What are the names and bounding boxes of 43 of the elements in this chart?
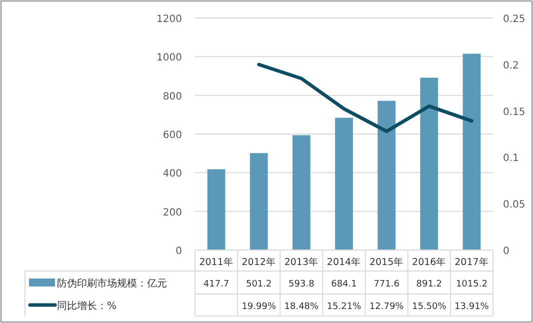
data-label: 13.91% (454, 302, 490, 312)
bar (378, 100, 396, 250)
legend-label: 同比增长：% (57, 300, 117, 312)
x-tick-label: 2011年 (199, 256, 234, 268)
x-tick-label: 2016年 (412, 256, 446, 268)
y2-tick-label: 0.05 (503, 200, 526, 211)
data-label: 417.7 (203, 280, 230, 290)
y2-tick-label: 0.2 (503, 60, 519, 72)
data-label: 12.79% (369, 302, 404, 312)
bar (292, 135, 310, 250)
x-tick-label: 2015年 (369, 256, 404, 268)
bar (250, 153, 268, 250)
data-label: 593.8 (288, 280, 315, 290)
y2-tick-label: 0 (503, 246, 510, 257)
y2-tick-label: 0.15 (503, 106, 526, 118)
data-label: 891.2 (416, 280, 442, 290)
y-tick-label: 1200 (156, 14, 182, 25)
legend-label: 防伪印刷市场规模：亿元 (57, 278, 167, 290)
data-label: 15.21% (326, 302, 362, 312)
y-tick-label: 0 (176, 246, 182, 257)
data-label: 501.2 (246, 280, 272, 290)
y-tick-label: 800 (162, 91, 182, 102)
y2-tick-label: 0.1 (503, 153, 519, 164)
bar (420, 78, 438, 250)
line-series (257, 62, 474, 134)
x-tick-label: 2012年 (242, 256, 276, 268)
x-tick-label: 2017年 (454, 256, 489, 268)
x-tick-label: 2013年 (284, 256, 319, 268)
data-label: 18.48% (284, 302, 320, 312)
y2-tick-label: 0.25 (503, 14, 526, 25)
bar (462, 54, 481, 250)
data-label: 15.50% (412, 302, 447, 312)
data-label: 1015.2 (456, 280, 488, 290)
bar (207, 169, 226, 250)
y-tick-label: 1000 (156, 52, 182, 64)
x-tick-label: 2014年 (326, 256, 362, 268)
data-label: 19.99% (242, 302, 276, 312)
bar (335, 118, 353, 250)
data-label: 771.6 (374, 280, 400, 290)
y-tick-label: 200 (162, 207, 182, 218)
y-tick-label: 600 (162, 130, 182, 141)
y-tick-label: 400 (162, 168, 182, 180)
data-label: 684.1 (331, 280, 357, 290)
